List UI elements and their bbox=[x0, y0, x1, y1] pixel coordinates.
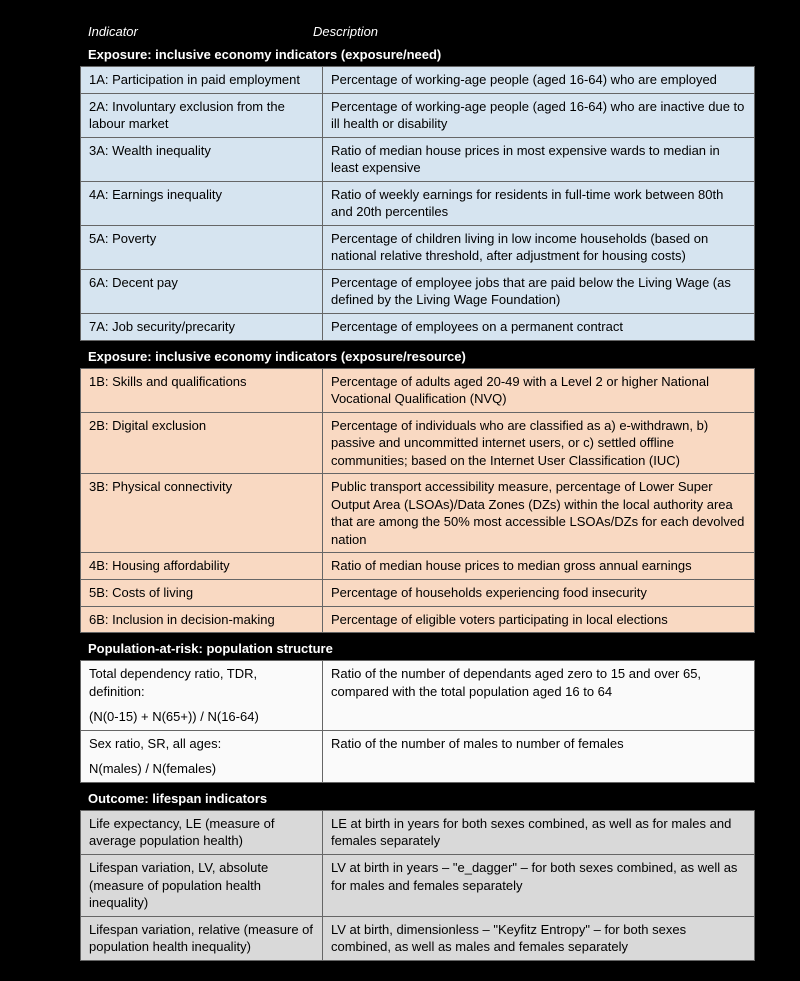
table-row: 3A: Wealth inequalityRatio of median hou… bbox=[81, 137, 755, 181]
table-row: Lifespan variation, LV, absolute (measur… bbox=[81, 854, 755, 916]
table-row: 5B: Costs of livingPercentage of househo… bbox=[81, 580, 755, 607]
section-table: Total dependency ratio, TDR, definition:… bbox=[80, 660, 755, 783]
indicator-cell: 6A: Decent pay bbox=[81, 269, 323, 313]
section-table: Life expectancy, LE (measure of average … bbox=[80, 810, 755, 961]
indicator-cell: 7A: Job security/precarity bbox=[81, 314, 323, 341]
table-container: Indicator Description Exposure: inclusiv… bbox=[80, 20, 720, 961]
description-cell: LV at birth in years – "e_dagger" – for … bbox=[323, 854, 755, 916]
table-row: 5A: PovertyPercentage of children living… bbox=[81, 225, 755, 269]
indicator-cell: 1B: Skills and qualifications bbox=[81, 368, 323, 412]
indicator-cell: 1A: Participation in paid employment bbox=[81, 67, 323, 94]
description-cell: Percentage of employee jobs that are pai… bbox=[323, 269, 755, 313]
indicator-cell: 4B: Housing affordability bbox=[81, 553, 323, 580]
description-cell: Percentage of employees on a permanent c… bbox=[323, 314, 755, 341]
section-header: Exposure: inclusive economy indicators (… bbox=[80, 345, 720, 368]
section-header: Population-at-risk: population structure bbox=[80, 637, 720, 660]
table-row: 6A: Decent payPercentage of employee job… bbox=[81, 269, 755, 313]
table-row: 6B: Inclusion in decision-makingPercenta… bbox=[81, 606, 755, 633]
table-row: 1B: Skills and qualificationsPercentage … bbox=[81, 368, 755, 412]
indicator-cell: 3B: Physical connectivity bbox=[81, 474, 323, 553]
indicator-cell: Lifespan variation, relative (measure of… bbox=[81, 916, 323, 960]
description-cell: Percentage of working-age people (aged 1… bbox=[323, 93, 755, 137]
description-cell: Percentage of adults aged 20-49 with a L… bbox=[323, 368, 755, 412]
section-header: Exposure: inclusive economy indicators (… bbox=[80, 43, 720, 66]
indicator-cell: Lifespan variation, LV, absolute (measur… bbox=[81, 854, 323, 916]
description-cell: Percentage of working-age people (aged 1… bbox=[323, 67, 755, 94]
indicator-cell: 3A: Wealth inequality bbox=[81, 137, 323, 181]
description-cell: Ratio of median house prices in most exp… bbox=[323, 137, 755, 181]
description-cell: LV at birth, dimensionless – "Keyfitz En… bbox=[323, 916, 755, 960]
header-description: Description bbox=[305, 20, 720, 43]
description-cell: Percentage of eligible voters participat… bbox=[323, 606, 755, 633]
description-cell: Percentage of individuals who are classi… bbox=[323, 412, 755, 474]
description-cell: Ratio of median house prices to median g… bbox=[323, 553, 755, 580]
table-row: Sex ratio, SR, all ages:N(males) / N(fem… bbox=[81, 730, 755, 782]
table-row: 4B: Housing affordabilityRatio of median… bbox=[81, 553, 755, 580]
indicator-cell: Total dependency ratio, TDR, definition:… bbox=[81, 661, 323, 731]
indicator-cell: Life expectancy, LE (measure of average … bbox=[81, 810, 323, 854]
section-header: Outcome: lifespan indicators bbox=[80, 787, 720, 810]
description-cell: Percentage of children living in low inc… bbox=[323, 225, 755, 269]
description-cell: Ratio of the number of dependants aged z… bbox=[323, 661, 755, 731]
table-row: 1A: Participation in paid employmentPerc… bbox=[81, 67, 755, 94]
section-table: 1B: Skills and qualificationsPercentage … bbox=[80, 368, 755, 634]
table-row: 2A: Involuntary exclusion from the labou… bbox=[81, 93, 755, 137]
description-cell: Ratio of weekly earnings for residents i… bbox=[323, 181, 755, 225]
description-cell: LE at birth in years for both sexes comb… bbox=[323, 810, 755, 854]
table-row: 2B: Digital exclusionPercentage of indiv… bbox=[81, 412, 755, 474]
column-headers: Indicator Description bbox=[80, 20, 720, 43]
table-row: Life expectancy, LE (measure of average … bbox=[81, 810, 755, 854]
table-row: Lifespan variation, relative (measure of… bbox=[81, 916, 755, 960]
header-indicator: Indicator bbox=[80, 20, 305, 43]
table-row: 3B: Physical connectivityPublic transpor… bbox=[81, 474, 755, 553]
indicator-cell: Sex ratio, SR, all ages:N(males) / N(fem… bbox=[81, 730, 323, 782]
description-cell: Percentage of households experiencing fo… bbox=[323, 580, 755, 607]
indicator-cell: 2B: Digital exclusion bbox=[81, 412, 323, 474]
indicator-cell: 5A: Poverty bbox=[81, 225, 323, 269]
description-cell: Ratio of the number of males to number o… bbox=[323, 730, 755, 782]
description-cell: Public transport accessibility measure, … bbox=[323, 474, 755, 553]
table-row: 7A: Job security/precarityPercentage of … bbox=[81, 314, 755, 341]
indicator-cell: 5B: Costs of living bbox=[81, 580, 323, 607]
table-row: 4A: Earnings inequalityRatio of weekly e… bbox=[81, 181, 755, 225]
section-table: 1A: Participation in paid employmentPerc… bbox=[80, 66, 755, 341]
indicator-cell: 6B: Inclusion in decision-making bbox=[81, 606, 323, 633]
indicator-cell: 4A: Earnings inequality bbox=[81, 181, 323, 225]
table-row: Total dependency ratio, TDR, definition:… bbox=[81, 661, 755, 731]
indicator-cell: 2A: Involuntary exclusion from the labou… bbox=[81, 93, 323, 137]
